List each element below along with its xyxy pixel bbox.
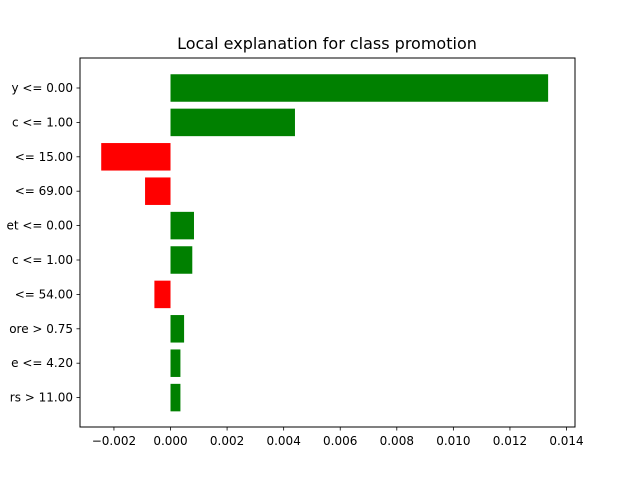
x-tick-label: 0.000 [153, 434, 187, 448]
x-tick-label: 0.010 [436, 434, 470, 448]
y-axis-ticks: y <= 0.00 c <= 1.00 <= 15.00 <= 69.00 et <= … [6, 81, 80, 405]
y-tick-label: ore > 0.75 [9, 322, 73, 336]
y-tick-label: c <= 1.00 [12, 115, 73, 129]
bar [170, 349, 181, 377]
y-tick-label: et <= 0.00 [6, 219, 73, 233]
y-tick-label: y <= 0.00 [11, 81, 73, 95]
bar [101, 143, 171, 171]
x-axis-ticks: −0.002 0.000 0.002 0.004 0.006 0.008 0.010 0.01… [92, 427, 584, 448]
y-tick-label: c <= 1.00 [12, 253, 73, 267]
x-tick-label: 0.004 [266, 434, 300, 448]
y-tick-label: e <= 4.20 [11, 356, 73, 370]
bar [170, 74, 549, 102]
y-tick-label: <= 69.00 [15, 184, 73, 198]
bar [170, 211, 194, 240]
bar [145, 177, 171, 205]
y-tick-label: <= 15.00 [15, 150, 73, 164]
bar [170, 383, 181, 412]
plot-area-frame [79, 57, 576, 428]
x-tick-label: 0.002 [210, 434, 244, 448]
x-tick-label: 0.012 [493, 434, 527, 448]
y-tick-label: <= 54.00 [15, 287, 73, 301]
bar [170, 246, 193, 274]
x-tick-label: 0.008 [380, 434, 414, 448]
chart-title: Local explanation for class promotion [177, 34, 477, 53]
x-tick-label: −0.002 [92, 434, 136, 448]
bars-layer [101, 74, 549, 412]
bar [154, 280, 171, 309]
y-tick-label: rs > 11.00 [10, 391, 73, 405]
x-tick-label: 0.006 [323, 434, 357, 448]
x-tick-label: 0.014 [549, 434, 583, 448]
bar [170, 108, 295, 137]
bar [170, 315, 185, 343]
